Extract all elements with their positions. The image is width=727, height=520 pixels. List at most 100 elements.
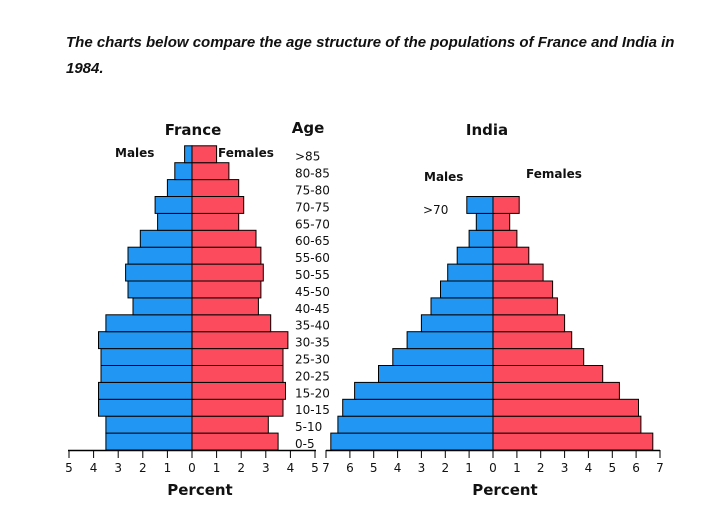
- age-group-label: 65-70: [295, 217, 330, 231]
- x-tick-label: 0: [188, 461, 196, 475]
- male-bar: [100, 365, 193, 383]
- age-group-label: 60-65: [295, 234, 330, 248]
- age-group-label: 45-50: [295, 285, 330, 299]
- male-bar: [330, 432, 494, 451]
- female-bar: [191, 179, 240, 198]
- age-group-label: >85: [295, 150, 320, 164]
- female-bar: [492, 381, 620, 400]
- male-bar: [125, 263, 193, 282]
- x-tick-label: 4: [90, 461, 98, 475]
- female-bar: [492, 432, 654, 451]
- female-bar: [191, 162, 230, 181]
- female-bar: [492, 229, 518, 248]
- female-bar: [492, 246, 530, 265]
- france-age-header: Age: [292, 119, 325, 137]
- female-bar: [492, 398, 639, 417]
- age-group-label: 20-25: [295, 369, 330, 383]
- male-bar: [166, 179, 193, 198]
- x-tick-label: 5: [608, 461, 616, 475]
- france-pyramid: France Age Males Females Percent 0-5 5-10…: [65, 119, 330, 499]
- female-bar: [191, 196, 245, 214]
- female-bar: [191, 348, 284, 367]
- x-tick-label: 4: [394, 461, 402, 475]
- france-x-axis-label: Percent: [167, 481, 232, 499]
- france-title: France: [165, 121, 222, 139]
- x-tick-label: 2: [537, 461, 545, 475]
- female-bar: [191, 381, 286, 400]
- male-bar: [105, 314, 193, 333]
- x-tick-label: 3: [561, 461, 569, 475]
- x-tick-label: 2: [237, 461, 245, 475]
- female-bar: [191, 280, 262, 299]
- france-females-label: Females: [218, 146, 274, 160]
- male-bar: [475, 212, 494, 231]
- x-tick-label: 4: [585, 461, 593, 475]
- age-group-label: 30-35: [295, 336, 330, 350]
- x-tick-label: 7: [656, 461, 664, 475]
- female-bar: [492, 415, 642, 434]
- male-bar: [98, 398, 193, 417]
- age-group-label: 80-85: [295, 167, 330, 181]
- male-bar: [154, 196, 193, 214]
- x-tick-label: 6: [632, 461, 640, 475]
- male-bar: [430, 297, 494, 316]
- x-tick-label: 5: [65, 461, 73, 475]
- age-group-label: 40-45: [295, 302, 330, 316]
- female-bar: [191, 246, 262, 265]
- male-bar: [184, 145, 193, 164]
- age-group-label: 5-10: [295, 420, 322, 434]
- male-bar: [468, 229, 494, 248]
- female-bar: [492, 331, 573, 350]
- female-bar: [492, 297, 558, 316]
- female-bar: [191, 415, 269, 434]
- age-group-label: 15-20: [295, 386, 330, 400]
- x-tick-label: 0: [489, 461, 497, 475]
- male-bar: [456, 246, 494, 265]
- india-x-axis-label: Percent: [472, 481, 537, 499]
- male-bar: [354, 381, 494, 400]
- female-bar: [492, 196, 520, 214]
- age-group-label: 50-55: [295, 268, 330, 282]
- x-tick-label: 3: [262, 461, 270, 475]
- x-tick-label: 1: [513, 461, 521, 475]
- male-bar: [392, 348, 494, 367]
- x-tick-label: 2: [139, 461, 147, 475]
- x-tick-label: 4: [287, 461, 295, 475]
- x-tick-label: 1: [164, 461, 172, 475]
- male-bar: [440, 280, 494, 299]
- male-bar: [100, 348, 193, 367]
- age-group-label: 75-80: [295, 184, 330, 198]
- male-bar: [378, 365, 494, 383]
- age-group-label: 10-15: [295, 403, 330, 417]
- male-bar: [157, 212, 193, 231]
- female-bar: [492, 365, 604, 383]
- male-bar: [132, 297, 193, 316]
- india-top-age-label: >70: [423, 203, 448, 217]
- age-group-label: 70-75: [295, 200, 330, 214]
- male-bar: [342, 398, 494, 417]
- age-group-label: 25-30: [295, 353, 330, 367]
- x-tick-label: 3: [418, 461, 426, 475]
- female-bar: [492, 263, 544, 282]
- male-bar: [139, 229, 193, 248]
- male-bar: [174, 162, 193, 181]
- x-tick-label: 1: [465, 461, 473, 475]
- age-group-label: 35-40: [295, 319, 330, 333]
- female-bar: [492, 280, 554, 299]
- india-pyramid: India Males Females >70 Percent 7 6 5 4 3 2 1 0…: [322, 121, 664, 499]
- female-bar: [191, 229, 257, 248]
- male-bar: [406, 331, 494, 350]
- x-tick-label: 7: [322, 461, 330, 475]
- female-bar: [191, 314, 272, 333]
- female-bar: [492, 212, 511, 231]
- male-bar: [105, 415, 193, 434]
- france-males-label: Males: [115, 146, 154, 160]
- female-bar: [191, 365, 284, 383]
- male-bar: [337, 415, 494, 434]
- female-bar: [191, 432, 279, 451]
- female-bar: [191, 145, 218, 164]
- india-males-label: Males: [424, 170, 463, 184]
- x-tick-label: 6: [346, 461, 354, 475]
- female-bar: [191, 263, 264, 282]
